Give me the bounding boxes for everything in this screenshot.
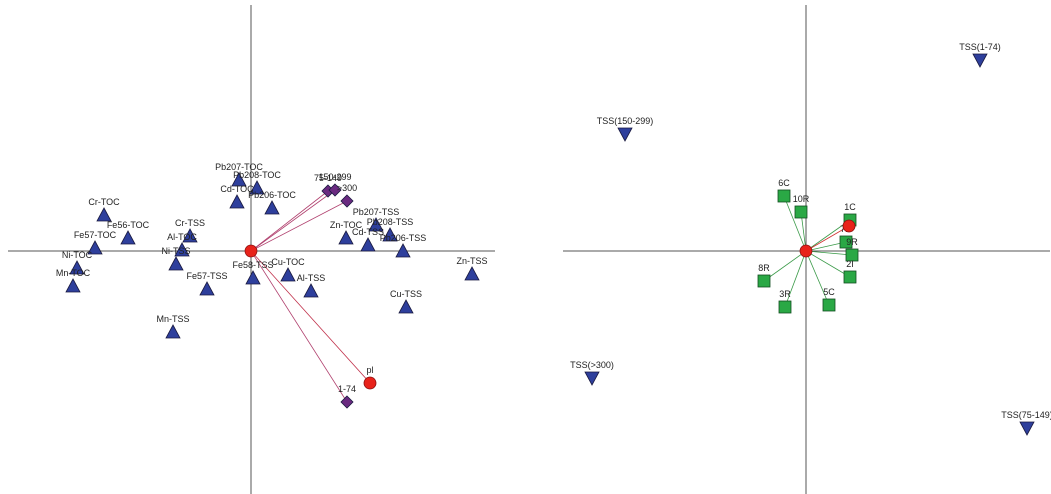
point-label: 3R — [779, 289, 791, 299]
point — [360, 237, 376, 252]
point — [972, 53, 988, 68]
point-label: Fe57-TOC — [74, 230, 117, 240]
point — [182, 228, 198, 243]
point-label: Cd-TSS — [352, 227, 384, 237]
point-label: Pb208-TSS — [367, 217, 414, 227]
point-label: 150-299 — [318, 172, 351, 182]
vector-line — [250, 200, 348, 252]
point-label: Mn-TOC — [56, 268, 91, 278]
vector-line — [805, 250, 853, 256]
point-label: Fe56-TOC — [107, 220, 150, 230]
vector-line — [783, 195, 807, 252]
point — [839, 235, 853, 249]
point — [244, 244, 258, 258]
point-label: Cu-TSS — [390, 289, 422, 299]
point — [229, 194, 245, 209]
point — [328, 183, 342, 197]
point — [464, 266, 480, 281]
point — [617, 127, 633, 142]
point — [842, 219, 856, 233]
point — [280, 267, 296, 282]
point-label: TSS(150-299) — [597, 116, 654, 126]
vector-line — [250, 250, 371, 384]
point-label: Zn-TSS — [456, 256, 487, 266]
point — [249, 180, 265, 195]
point — [822, 298, 836, 312]
point — [799, 244, 813, 258]
point-label: Pb207-TOC — [215, 162, 263, 172]
vector-line — [250, 250, 348, 403]
point — [368, 217, 384, 232]
point-label: Fe58-TSS — [232, 260, 273, 270]
point-label: Cr-TSS — [175, 218, 205, 228]
point-label: 8R — [758, 263, 770, 273]
point — [1019, 421, 1035, 436]
point-label: Mn-TSS — [156, 314, 189, 324]
vector-line — [250, 190, 329, 252]
point-label: 6C — [778, 178, 790, 188]
point — [843, 270, 857, 284]
point-label: Zn-TOC — [330, 220, 363, 230]
vector-line — [805, 250, 851, 278]
point — [87, 240, 103, 255]
point — [338, 230, 354, 245]
point-label: Pb207-TSS — [353, 207, 400, 217]
point — [584, 371, 600, 386]
point-label: Al-TOC — [167, 232, 197, 242]
point-label: Cr-TOC — [88, 197, 120, 207]
point-label: 2I — [846, 259, 854, 269]
point — [264, 200, 280, 215]
point-label: 1C — [844, 202, 856, 212]
vector-line — [800, 211, 807, 252]
point — [231, 172, 247, 187]
point-label: 5C — [823, 287, 835, 297]
point — [174, 242, 190, 257]
point — [340, 194, 354, 208]
point — [69, 260, 85, 275]
point-label: Al-TSS — [297, 273, 326, 283]
vector-line — [805, 241, 847, 252]
vector-line — [805, 250, 830, 306]
point-label: Cu-TOC — [271, 257, 305, 267]
point-label: >300 — [337, 183, 357, 193]
point — [303, 283, 319, 298]
point-label: TSS(75-149) — [1001, 410, 1051, 420]
vector-line — [784, 250, 807, 308]
point — [340, 395, 354, 409]
point-label: TSS(>300) — [570, 360, 614, 370]
point — [168, 256, 184, 271]
point-label: Fe57-TSS — [186, 271, 227, 281]
point — [382, 227, 398, 242]
point-label: Cd-TOC — [220, 184, 254, 194]
vector-line — [763, 250, 807, 282]
vector-line — [805, 225, 850, 252]
point — [96, 207, 112, 222]
point-label: pl — [366, 365, 373, 375]
point-label: TSS(1-74) — [959, 42, 1001, 52]
point-label: Pb208-TOC — [233, 170, 281, 180]
point-label: 10R — [793, 194, 810, 204]
point — [165, 324, 181, 339]
point — [395, 243, 411, 258]
point — [845, 248, 859, 262]
point — [245, 270, 261, 285]
point — [778, 300, 792, 314]
point-label: 9R — [846, 237, 858, 247]
point — [757, 274, 771, 288]
vector-line — [250, 189, 336, 252]
point-label: Ni-TSS — [162, 246, 191, 256]
point-label: 75-149 — [314, 173, 342, 183]
point — [398, 299, 414, 314]
point-label: Ni-TOC — [62, 250, 93, 260]
point-label: Pb206-TSS — [380, 233, 427, 243]
point — [120, 230, 136, 245]
point-label: Pb206-TOC — [248, 190, 296, 200]
point — [794, 205, 808, 219]
point — [199, 281, 215, 296]
point — [777, 189, 791, 203]
point — [363, 376, 377, 390]
point-label: 1-74 — [338, 384, 356, 394]
point — [65, 278, 81, 293]
